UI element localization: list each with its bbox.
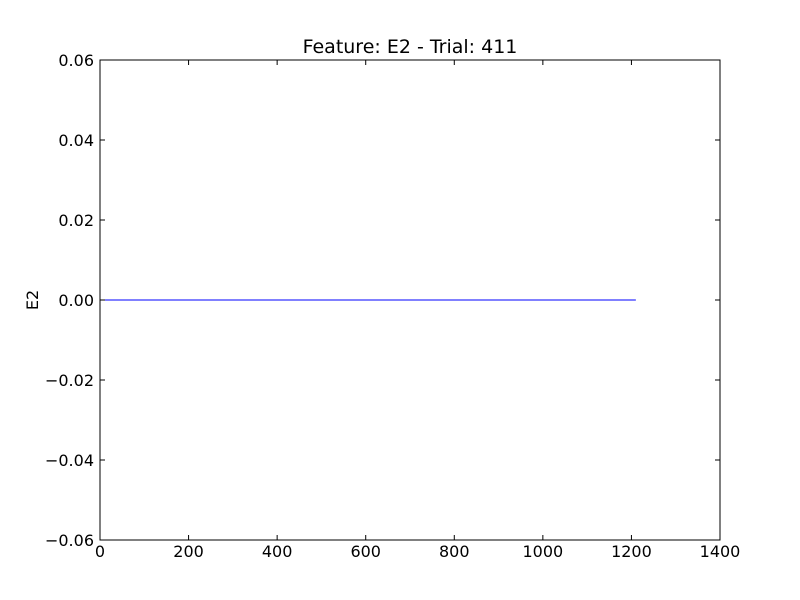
x-tick-label: 1000 [522, 542, 563, 561]
x-tick-label: 0 [95, 542, 105, 561]
y-tick-label: −0.06 [45, 531, 94, 550]
y-tick-label: −0.04 [45, 451, 94, 470]
y-axis: 0.06 0.04 0.02 0.00 −0.02 −0.04 −0.06 [45, 51, 720, 550]
y-tick-label: −0.02 [45, 371, 94, 390]
x-tick-label: 400 [262, 542, 293, 561]
y-axis-label: E2 [23, 290, 42, 310]
x-tick-label: 600 [350, 542, 381, 561]
y-tick-label: 0.00 [58, 291, 94, 310]
x-tick-label: 200 [173, 542, 204, 561]
x-tick-label: 1200 [611, 542, 652, 561]
x-tick-label: 1400 [700, 542, 741, 561]
y-tick-label: 0.04 [58, 131, 94, 150]
y-tick-label: 0.02 [58, 211, 94, 230]
y-tick-label: 0.06 [58, 51, 94, 70]
x-axis: 0 200 400 600 800 1000 1200 1400 [95, 60, 740, 561]
chart-title: Feature: E2 - Trial: 411 [303, 36, 518, 58]
x-tick-label: 800 [439, 542, 470, 561]
